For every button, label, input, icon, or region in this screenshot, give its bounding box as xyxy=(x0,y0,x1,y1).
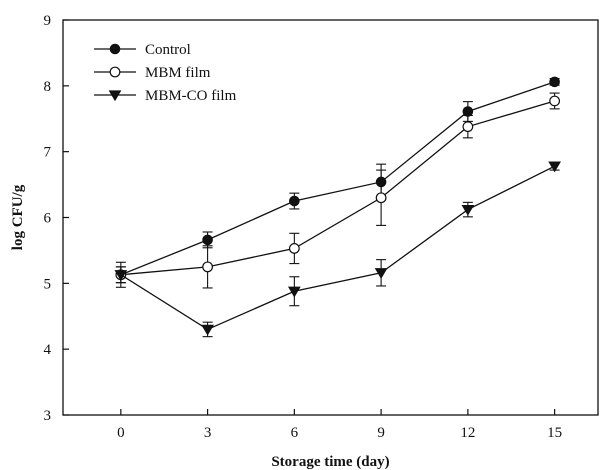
x-axis-title: Storage time (day) xyxy=(271,454,389,470)
data-point xyxy=(462,121,474,133)
data-point xyxy=(114,270,128,281)
data-point xyxy=(548,161,561,173)
data-point xyxy=(375,192,387,204)
data-point xyxy=(202,261,213,273)
series-filled-triangle-down xyxy=(114,161,561,338)
series-open-circle xyxy=(115,92,561,289)
legend: Control MBM film MBM-CO film xyxy=(94,42,237,104)
data-point xyxy=(201,324,214,336)
y-tick-label: 4 xyxy=(44,342,52,358)
x-tick-label: 0 xyxy=(117,425,125,441)
data-point xyxy=(287,286,301,298)
data-point xyxy=(461,204,475,216)
series-filled-circle xyxy=(115,76,560,284)
legend-item: Control xyxy=(94,42,191,58)
y-tick-label: 5 xyxy=(44,276,52,292)
plot-border xyxy=(62,19,599,416)
x-tick-label: 15 xyxy=(547,425,562,441)
y-axis-title: log CFU/g xyxy=(10,184,26,250)
legend-item: MBM film xyxy=(94,65,211,81)
legend-marker xyxy=(108,90,122,102)
y-tick-label: 8 xyxy=(44,79,52,95)
data-point xyxy=(374,268,388,280)
plot-frame xyxy=(62,19,599,416)
series-line xyxy=(120,100,555,276)
x-tick-label: 3 xyxy=(204,425,212,441)
legend-item: MBM-CO film xyxy=(94,88,237,104)
y-axis: 3 4 5 6 7 8 9 xyxy=(44,13,69,424)
legend-label: MBM film xyxy=(145,65,211,81)
data-point xyxy=(202,234,213,246)
data-point xyxy=(289,195,300,207)
legend-marker xyxy=(109,66,121,78)
y-tick-label: 6 xyxy=(44,211,52,227)
data-point xyxy=(549,76,560,88)
series-line xyxy=(120,165,555,331)
y-tick-label: 3 xyxy=(44,408,52,424)
y-tick-label: 9 xyxy=(44,13,52,29)
data-point xyxy=(549,95,561,107)
legend-label: MBM-CO film xyxy=(145,88,237,104)
data-point xyxy=(288,243,300,254)
data-point xyxy=(462,106,474,117)
series-line xyxy=(120,81,555,276)
legend-marker xyxy=(109,43,121,55)
x-axis: 0 3 6 9 12 15 xyxy=(117,409,562,441)
legend-label: Control xyxy=(145,42,191,58)
x-tick-label: 6 xyxy=(291,425,299,441)
series-layer xyxy=(114,76,561,338)
y-tick-label: 7 xyxy=(44,145,52,161)
x-tick-label: 12 xyxy=(460,425,475,441)
x-tick-label: 9 xyxy=(377,425,385,441)
